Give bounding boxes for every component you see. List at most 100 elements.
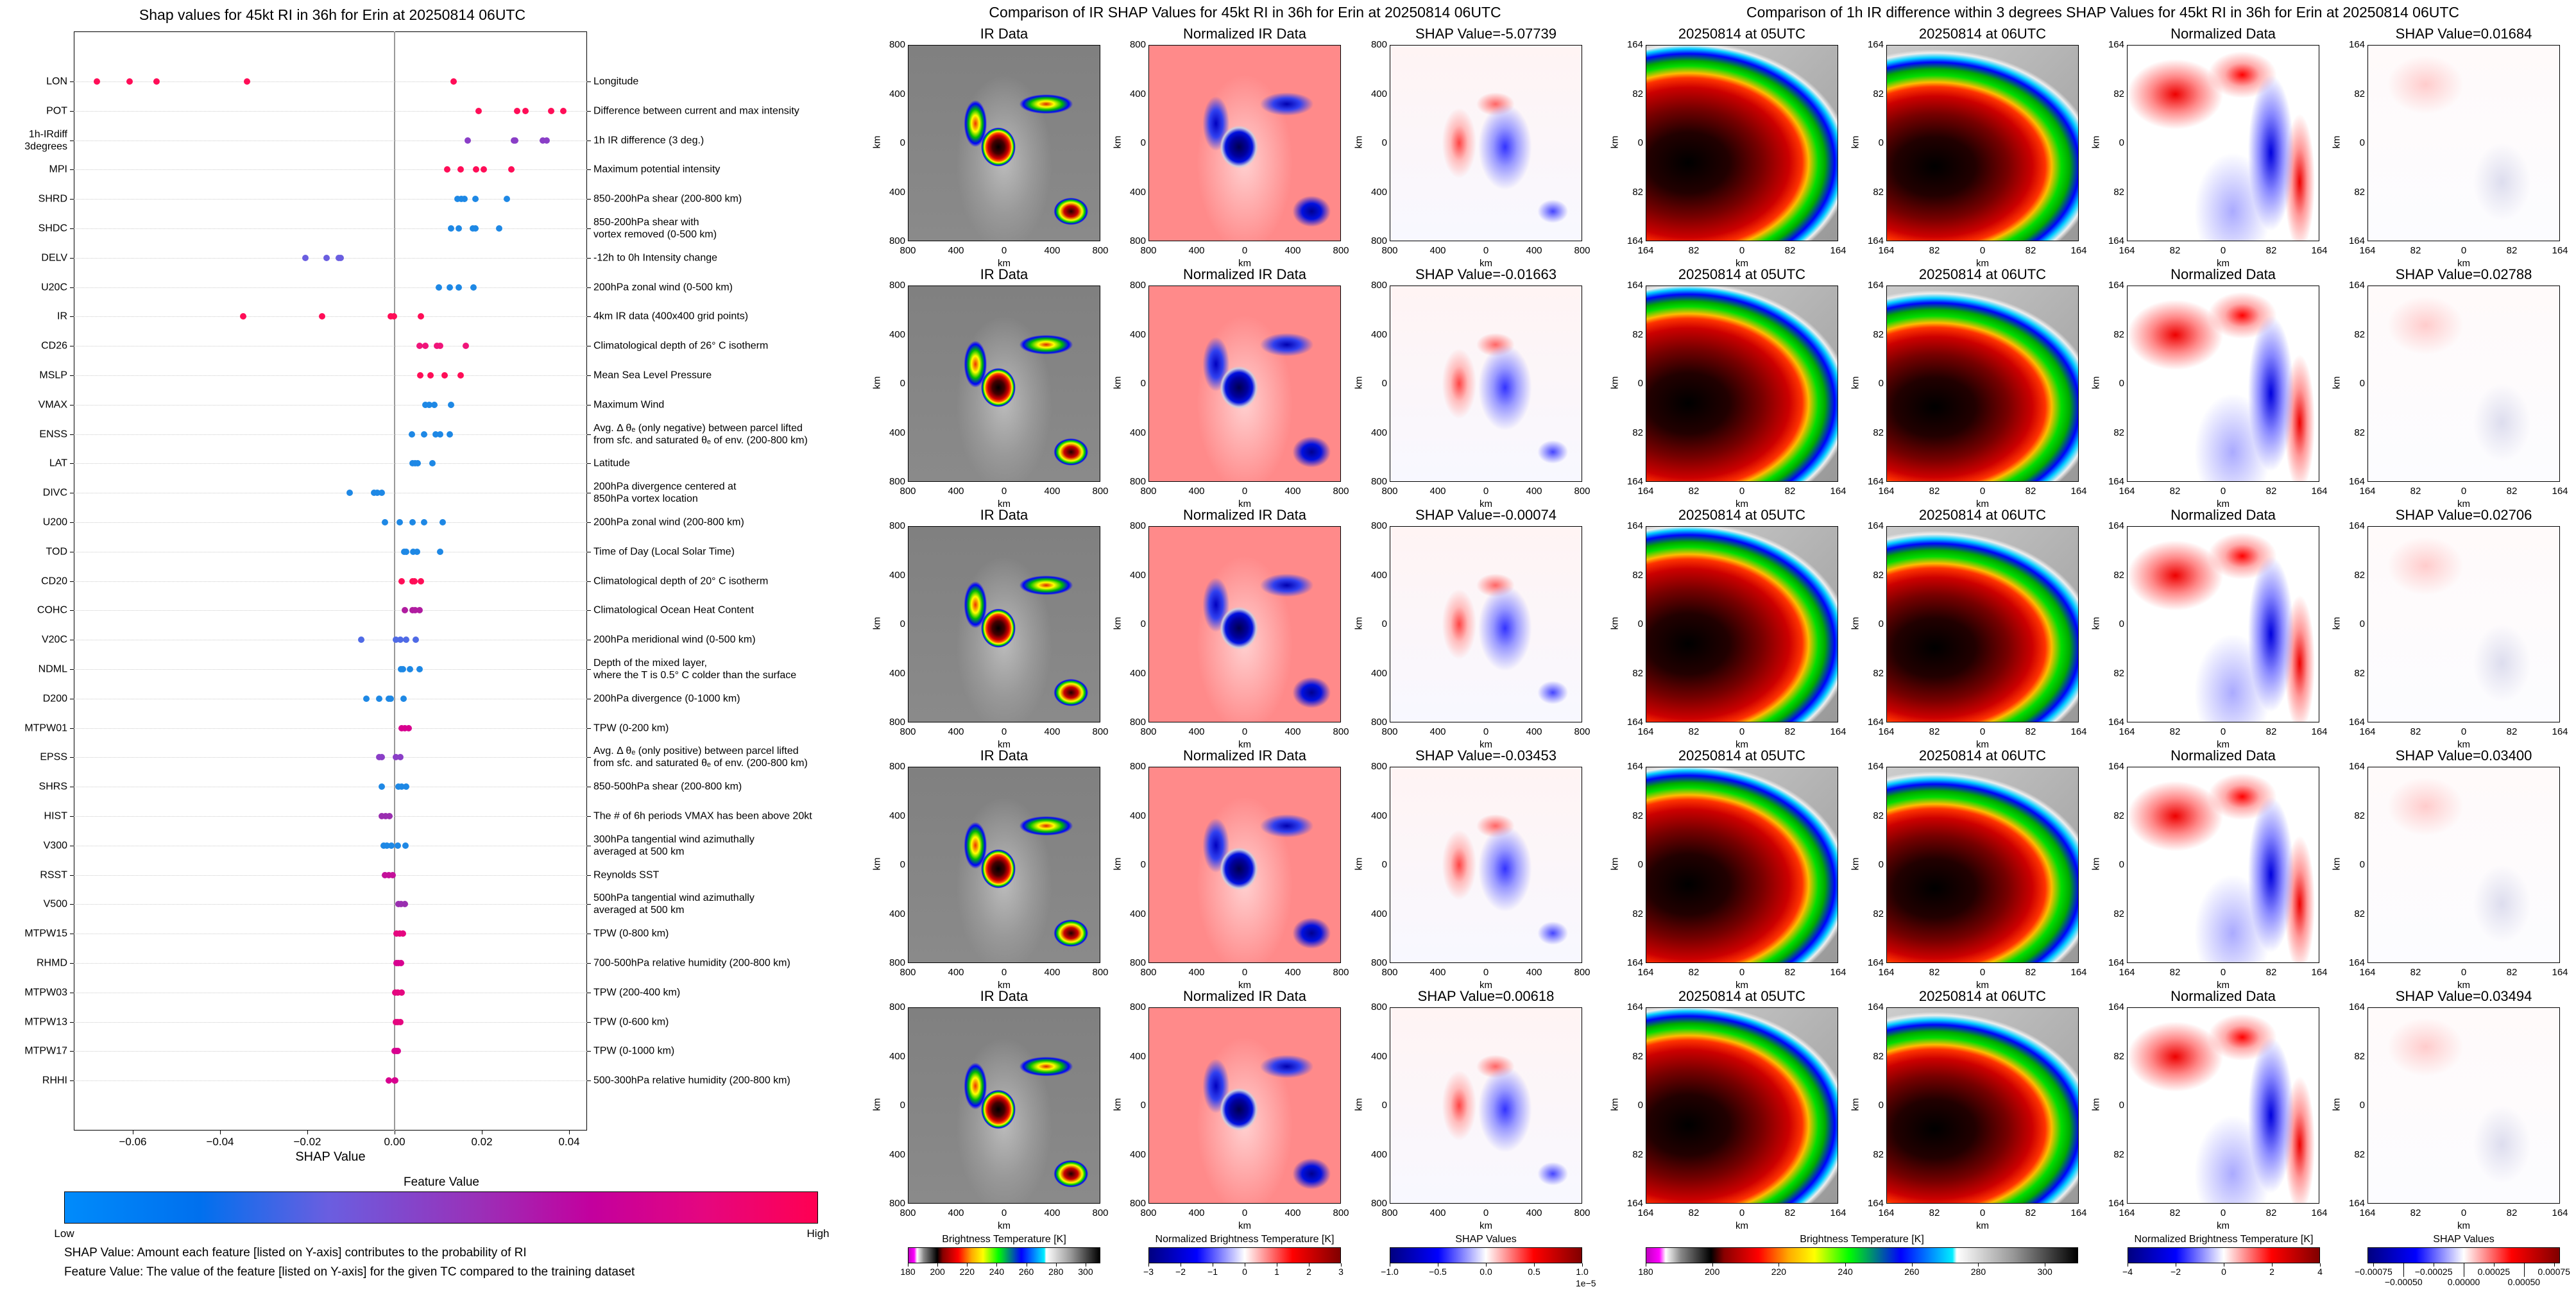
feature-description-label: 500-300hPa relative humidity (200-800 km… <box>593 1075 790 1086</box>
y-tick-label: 400 <box>1129 329 1146 340</box>
y-tick-label: 0 <box>900 619 905 629</box>
shap-dot <box>446 284 453 291</box>
y-tick <box>70 669 74 670</box>
sd-image-panel <box>2367 526 2560 722</box>
shap-dot <box>393 636 400 644</box>
shap-dot <box>472 225 479 232</box>
x-tick-label: 800 <box>1092 1208 1109 1218</box>
y-tick-label: 82 <box>2113 186 2124 198</box>
feature-description-label: 300hPa tangential wind azimuthally avera… <box>593 833 755 857</box>
grid-line <box>74 375 587 376</box>
y-tick-label: 82 <box>1632 88 1643 99</box>
y-tick-label: 800 <box>1129 957 1146 968</box>
grid-line <box>74 257 587 259</box>
feature-code-label: 1h-IRdiff 3degrees <box>24 128 67 152</box>
shap-dot <box>475 107 482 114</box>
panel-title: Normalized IR Data <box>1183 988 1306 1004</box>
y-tick-label: 400 <box>889 667 905 679</box>
y-tick-label: 164 <box>2108 1198 2124 1209</box>
panel-title: Normalized Data <box>2171 266 2276 282</box>
shap-dot <box>454 196 461 203</box>
x-tick-label: 0 <box>1483 726 1489 737</box>
y-tick-right <box>587 816 591 817</box>
shap-dot <box>399 666 406 672</box>
x-tick-label: 82 <box>1688 1208 1700 1218</box>
y-axis-label: km <box>2331 376 2342 389</box>
y-tick-label: 82 <box>2113 569 2124 581</box>
x-tick-label: 82 <box>2169 245 2181 256</box>
x-tick-label: 164 <box>2119 245 2135 256</box>
colorbar-tick <box>1486 1263 1487 1267</box>
sd-image-panel <box>2367 767 2560 963</box>
y-tick-label: 800 <box>889 280 905 291</box>
y-tick-label: 82 <box>2113 329 2124 340</box>
x-tick-label: 164 <box>2359 486 2376 497</box>
y-tick-label: 82 <box>1873 88 1884 99</box>
y-tick-right <box>587 375 591 376</box>
x-tick-label: 0 <box>1739 245 1745 256</box>
feature-code-label: RSST <box>40 869 67 881</box>
shap-dot <box>386 813 393 819</box>
panel-title: IR Data <box>980 26 1028 42</box>
shap-dot <box>437 431 444 438</box>
x-tick-label: 82 <box>2506 1208 2518 1218</box>
shap-dot <box>398 989 405 996</box>
x-tick-label: 82 <box>2410 726 2421 737</box>
ir-image-panel <box>908 1007 1100 1204</box>
shap-dot <box>405 724 412 731</box>
colorbar-tick-label: 240 <box>1838 1267 1853 1277</box>
colorbar-tick-label: 220 <box>1771 1267 1787 1277</box>
nd-image-panel <box>2127 526 2319 722</box>
panel-title: Normalized Data <box>2171 507 2276 523</box>
feature-code-label: ENSS <box>39 429 67 440</box>
y-tick-label: 800 <box>1370 235 1387 246</box>
x-tick-label: 800 <box>1381 486 1398 497</box>
x-tick-label: 400 <box>1526 1208 1542 1218</box>
x-tick-label: 82 <box>1929 245 1940 256</box>
y-tick-label: 0 <box>1140 137 1146 148</box>
x-tick-label: 0 <box>2461 967 2467 978</box>
x-tick-label: 800 <box>900 726 916 737</box>
x-axis-label: km <box>2217 499 2230 509</box>
feature-code-label: MTPW03 <box>24 987 67 998</box>
shap-dot <box>447 225 454 232</box>
y-tick-right <box>587 963 591 964</box>
y-tick-label: 400 <box>889 186 905 198</box>
feature-code-label: SHRS <box>38 781 67 792</box>
y-tick <box>70 963 74 964</box>
y-tick-label: 800 <box>889 476 905 487</box>
y-axis-label: km <box>1112 617 1123 630</box>
y-tick <box>70 110 74 112</box>
y-tick-label: 164 <box>2108 476 2124 487</box>
shap-dot <box>380 842 387 849</box>
feature-description-label: Time of Day (Local Solar Time) <box>593 546 735 558</box>
x-tick-label: 800 <box>1574 726 1591 737</box>
grid-line <box>74 1080 587 1082</box>
y-tick-label: 164 <box>1626 235 1643 246</box>
y-tick-label: 164 <box>1626 761 1643 772</box>
y-tick-right <box>587 169 591 171</box>
y-tick-label: 0 <box>2119 859 2124 870</box>
x-tick-label: 164 <box>1830 1208 1847 1218</box>
feature-description-label: TPW (200-400 km) <box>593 987 681 998</box>
shap-dot <box>323 254 330 261</box>
x-axis-label: km <box>2217 739 2230 750</box>
y-tick <box>70 816 74 817</box>
grid-line <box>74 169 587 171</box>
ir-image-panel <box>908 526 1100 722</box>
feature-code-label: MTPW01 <box>24 722 67 734</box>
colorbar-label: Brightness Temperature [K] <box>942 1234 1066 1245</box>
y-tick-label: 400 <box>889 88 905 99</box>
shap-dot <box>402 842 409 849</box>
y-tick-label: 400 <box>1370 1050 1387 1062</box>
sir-image-panel <box>1390 45 1582 241</box>
feature-code-label: IR <box>57 311 67 322</box>
y-tick-label: 164 <box>1867 717 1884 728</box>
x-tick-label: 164 <box>1830 967 1847 978</box>
y-axis-label: km <box>2090 135 2102 149</box>
y-tick-right <box>587 316 591 318</box>
x-tick-label: 800 <box>1140 967 1157 978</box>
shap-dot <box>403 636 410 644</box>
y-tick-label: 0 <box>1140 619 1146 629</box>
feature-code-label: CD20 <box>41 576 67 587</box>
